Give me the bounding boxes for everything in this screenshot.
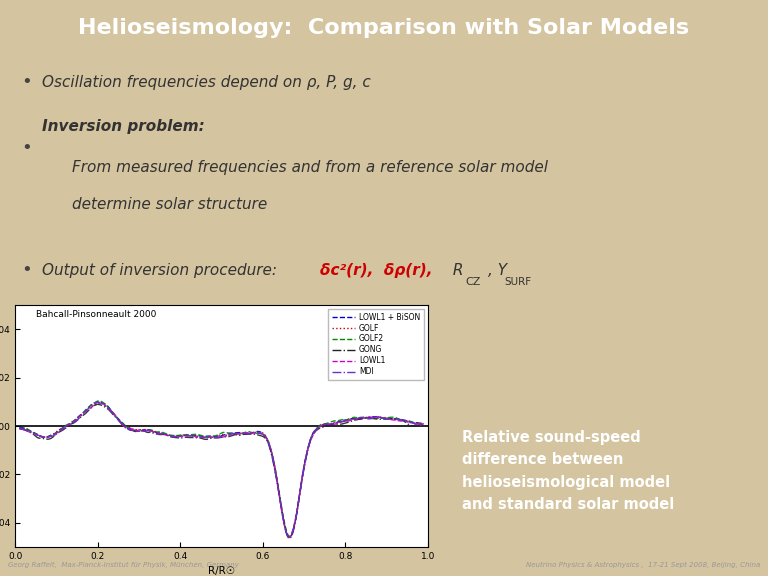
- MDI: [257, 430, 266, 437]
- MDI: [15, 425, 24, 432]
- GONG: [284, 535, 293, 541]
- GOLF: [257, 429, 266, 436]
- GOLF: [234, 430, 243, 437]
- GOLF2: [94, 397, 104, 404]
- GONG: [419, 420, 429, 427]
- Line: GONG: GONG: [19, 404, 424, 538]
- GOLF2: [234, 430, 243, 437]
- LOWL1: [234, 430, 243, 437]
- LOWL1 + BiSON: [411, 419, 420, 426]
- MDI: [210, 434, 219, 441]
- LOWL1 + BiSON: [234, 429, 243, 436]
- GOLF2: [411, 420, 420, 427]
- LOWL1: [419, 421, 429, 428]
- Line: LOWL1: LOWL1: [19, 402, 424, 537]
- LOWL1: [94, 399, 103, 406]
- GOLF2: [15, 425, 24, 432]
- GONG: [234, 432, 243, 439]
- MDI: [284, 534, 293, 541]
- MDI: [411, 420, 420, 427]
- LOWL1: [411, 421, 420, 428]
- GOLF2: [207, 433, 217, 439]
- Text: Output of inversion procedure:: Output of inversion procedure:: [41, 263, 286, 278]
- LOWL1 + BiSON: [15, 423, 24, 430]
- GONG: [210, 434, 219, 441]
- Text: Neutrino Physics & Astrophysics ,  17-21 Sept 2008, Beijing, China: Neutrino Physics & Astrophysics , 17-21 …: [526, 562, 760, 568]
- Text: •: •: [22, 139, 32, 157]
- Text: Inversion problem:: Inversion problem:: [41, 119, 204, 134]
- GOLF: [411, 419, 420, 426]
- GONG: [207, 434, 217, 441]
- GOLF: [96, 400, 105, 407]
- X-axis label: R/R☉: R/R☉: [208, 566, 235, 576]
- Line: GOLF2: GOLF2: [19, 401, 424, 536]
- GOLF2: [419, 422, 429, 429]
- LOWL1 + BiSON: [207, 433, 217, 440]
- LOWL1 + BiSON: [257, 429, 266, 435]
- Legend: LOWL1 + BiSON, GOLF, GOLF2, GONG, LOWL1, MDI: LOWL1 + BiSON, GOLF, GOLF2, GONG, LOWL1,…: [328, 309, 424, 380]
- GONG: [411, 423, 420, 430]
- GONG: [257, 432, 266, 439]
- Text: δc²(r),  δρ(r),: δc²(r), δρ(r),: [320, 263, 438, 278]
- MDI: [93, 399, 102, 406]
- MDI: [348, 416, 357, 423]
- GOLF: [348, 416, 357, 423]
- GOLF2: [348, 414, 357, 421]
- Text: Georg Raffelt,  Max-Planck-Institut für Physik, München, Germany: Georg Raffelt, Max-Planck-Institut für P…: [8, 562, 239, 568]
- Text: Bahcall-Pinsonneault 2000: Bahcall-Pinsonneault 2000: [36, 310, 157, 319]
- MDI: [234, 431, 243, 438]
- LOWL1: [284, 533, 293, 540]
- MDI: [207, 434, 217, 441]
- GOLF: [15, 425, 24, 431]
- LOWL1: [257, 430, 266, 437]
- Text: CZ: CZ: [465, 278, 481, 287]
- LOWL1 + BiSON: [210, 433, 219, 440]
- Text: •: •: [22, 262, 32, 279]
- GONG: [348, 418, 357, 425]
- GOLF2: [210, 433, 219, 439]
- GOLF2: [284, 533, 293, 540]
- GOLF: [210, 434, 219, 441]
- Text: Helioseismology:  Comparison with Solar Models: Helioseismology: Comparison with Solar M…: [78, 17, 690, 37]
- GONG: [15, 425, 24, 431]
- LOWL1 + BiSON: [419, 420, 429, 427]
- GONG: [93, 401, 102, 408]
- GOLF: [419, 420, 429, 427]
- Text: determine solar structure: determine solar structure: [71, 197, 267, 212]
- Line: GOLF: GOLF: [19, 403, 424, 537]
- Text: R: R: [448, 263, 463, 278]
- Text: , Y: , Y: [488, 263, 507, 278]
- Text: •: •: [22, 73, 32, 92]
- LOWL1: [210, 434, 219, 441]
- LOWL1 + BiSON: [348, 415, 357, 422]
- Text: Relative sound-speed
difference between
helioseismological model
and standard so: Relative sound-speed difference between …: [462, 430, 674, 512]
- LOWL1 + BiSON: [94, 399, 103, 406]
- MDI: [419, 420, 429, 427]
- LOWL1 + BiSON: [286, 534, 295, 541]
- GOLF: [284, 534, 293, 541]
- GOLF: [207, 434, 217, 441]
- LOWL1: [348, 416, 357, 423]
- Text: From measured frequencies and from a reference solar model: From measured frequencies and from a ref…: [71, 160, 548, 175]
- Line: MDI: MDI: [19, 403, 424, 537]
- LOWL1: [15, 426, 24, 433]
- Line: LOWL1 + BiSON: LOWL1 + BiSON: [19, 402, 424, 537]
- GOLF2: [257, 430, 266, 437]
- LOWL1: [207, 434, 217, 441]
- Text: Oscillation frequencies depend on ρ, P, g, c: Oscillation frequencies depend on ρ, P, …: [41, 75, 370, 90]
- Text: SURF: SURF: [505, 278, 531, 287]
